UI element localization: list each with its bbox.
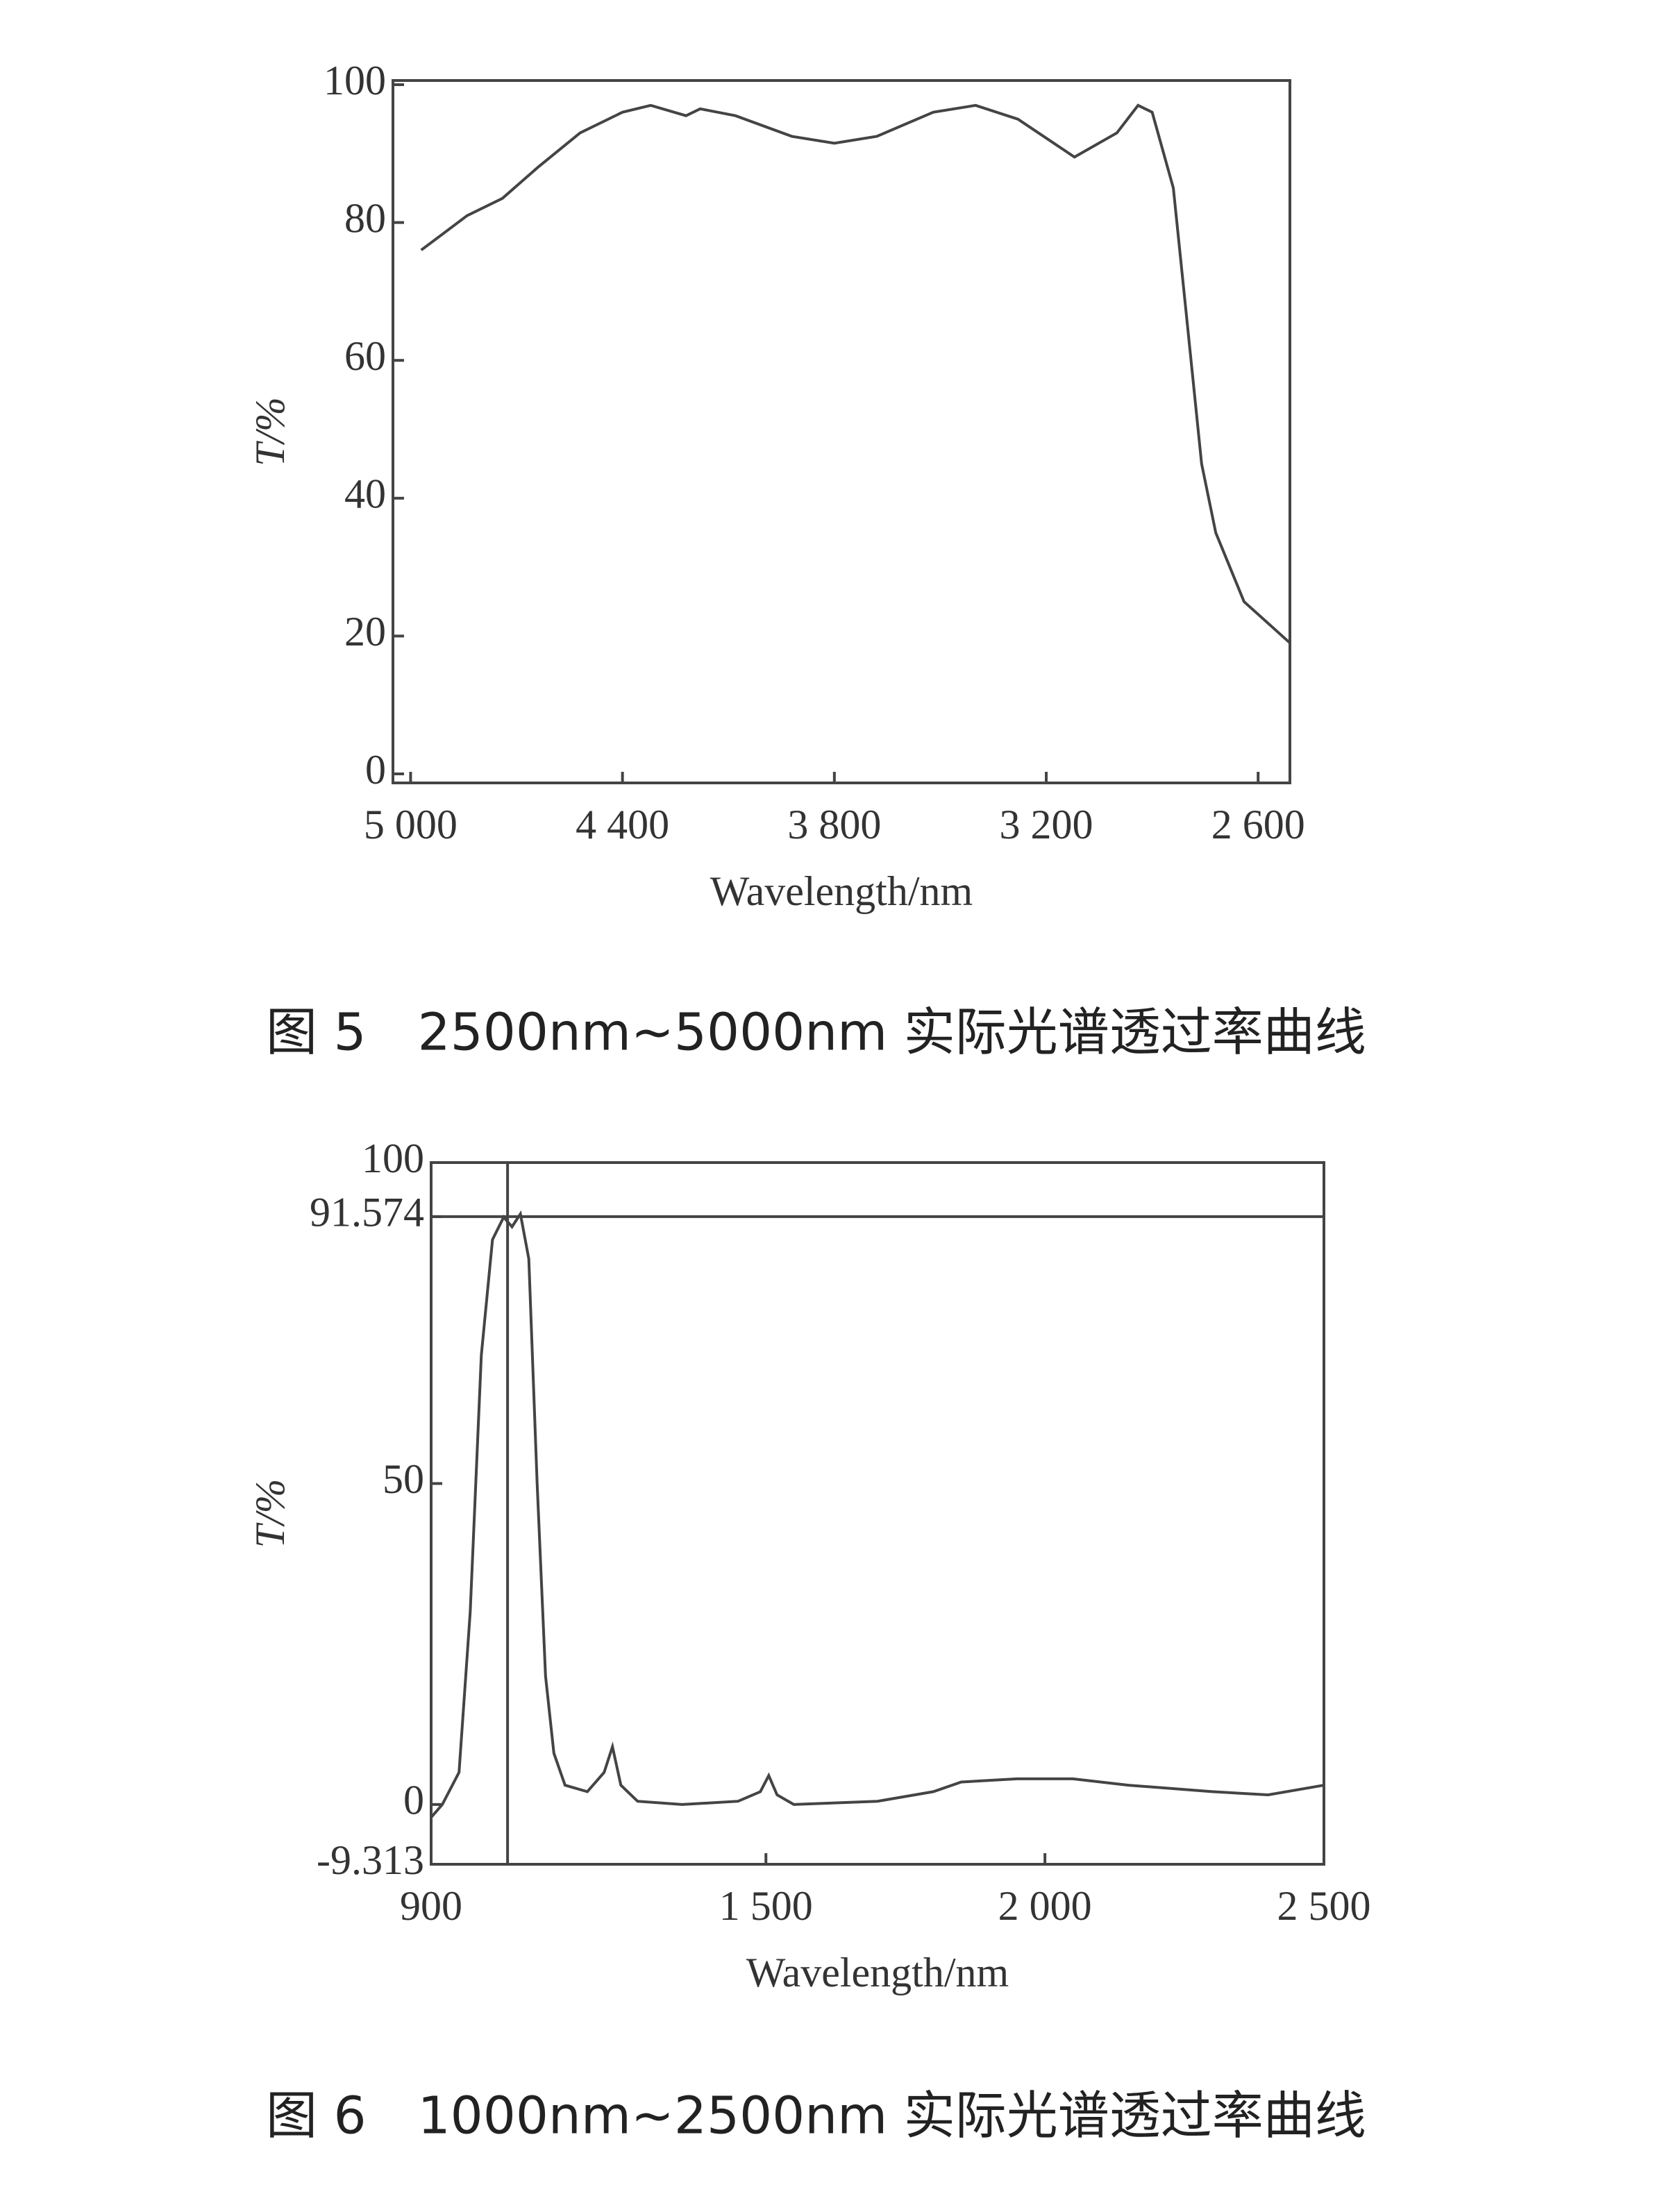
x-tick-label: 1 500 <box>719 1883 813 1929</box>
x-tick-label: 2 600 <box>1211 802 1305 847</box>
figure-caption: 图 5 2500nm~5000nm 实际光谱透过率曲线 <box>266 1003 1366 1063</box>
x-tick-label: 4 400 <box>576 802 669 847</box>
x-tick-label: 5 000 <box>364 802 458 847</box>
y-tick-label: 91.574 <box>310 1190 424 1235</box>
y-tick-label: 60 <box>344 333 386 379</box>
y-tick-label: 100 <box>324 58 386 103</box>
x-tick-label: 3 800 <box>787 802 881 847</box>
y-tick-label: 80 <box>344 195 386 241</box>
data-line <box>430 1210 1325 1818</box>
x-tick-label: 2 000 <box>998 1883 1092 1929</box>
y-tick-label: -9.313 <box>317 1837 424 1883</box>
y-tick-label: 40 <box>344 471 386 517</box>
data-line <box>420 103 1291 644</box>
plot-frame <box>430 1161 1325 1866</box>
y-axis-label: T/% <box>247 397 293 466</box>
x-axis-label: Wavelength/nm <box>710 868 973 914</box>
y-tick-label: 50 <box>383 1456 424 1502</box>
plot-frame <box>392 79 1291 784</box>
x-tick-label: 3 200 <box>1000 802 1093 847</box>
x-tick-label: 900 <box>400 1883 462 1929</box>
y-tick-label: 100 <box>362 1135 424 1181</box>
x-tick-label: 2 500 <box>1277 1883 1371 1929</box>
y-tick-label: 20 <box>344 609 386 655</box>
y-tick-label: 0 <box>365 747 386 793</box>
figure-caption: 图 6 1000nm~2500nm 实际光谱透过率曲线 <box>266 2086 1366 2146</box>
y-tick-label: 0 <box>403 1778 424 1823</box>
x-axis-label: Wavelength/nm <box>746 1950 1009 1995</box>
y-axis-label: T/% <box>247 1478 293 1548</box>
